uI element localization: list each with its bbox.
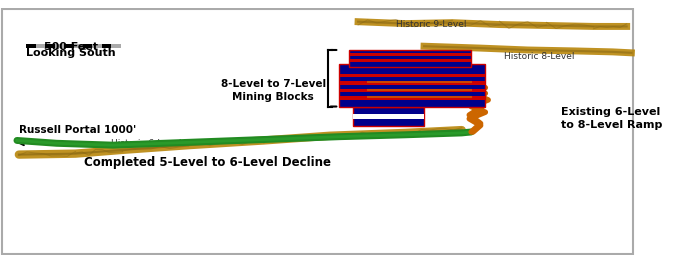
Bar [55, 44, 64, 48]
Bar [348, 53, 471, 56]
Bar [339, 81, 485, 85]
Text: Historic 9-Level: Historic 9-Level [396, 20, 466, 29]
Text: Historic 8-Level: Historic 8-Level [504, 52, 575, 61]
Bar [353, 114, 424, 119]
Text: Existing 6-Level
to 8-Level Ramp: Existing 6-Level to 8-Level Ramp [561, 107, 662, 130]
Bar [339, 89, 485, 92]
Bar [102, 44, 111, 48]
Bar [339, 74, 485, 77]
Text: Russell Portal 1000': Russell Portal 1000' [19, 125, 136, 135]
Bar [339, 96, 485, 100]
Text: Historic 6-Level: Historic 6-Level [111, 139, 181, 148]
Bar [111, 44, 121, 48]
Bar [83, 44, 92, 48]
Bar [26, 44, 36, 48]
Text: 500 Feet: 500 Feet [44, 42, 98, 52]
Bar [348, 50, 471, 67]
Bar [348, 59, 471, 62]
Bar [64, 44, 73, 48]
Bar [92, 44, 102, 48]
Bar [339, 64, 485, 107]
Bar [73, 44, 83, 48]
Text: Completed 5-Level to 6-Level Decline: Completed 5-Level to 6-Level Decline [84, 156, 331, 169]
Bar [353, 108, 424, 126]
Text: Looking South: Looking South [26, 48, 115, 58]
Bar [36, 44, 45, 48]
Bar [45, 44, 55, 48]
Text: 8-Level to 7-Level
Mining Blocks: 8-Level to 7-Level Mining Blocks [220, 79, 326, 102]
